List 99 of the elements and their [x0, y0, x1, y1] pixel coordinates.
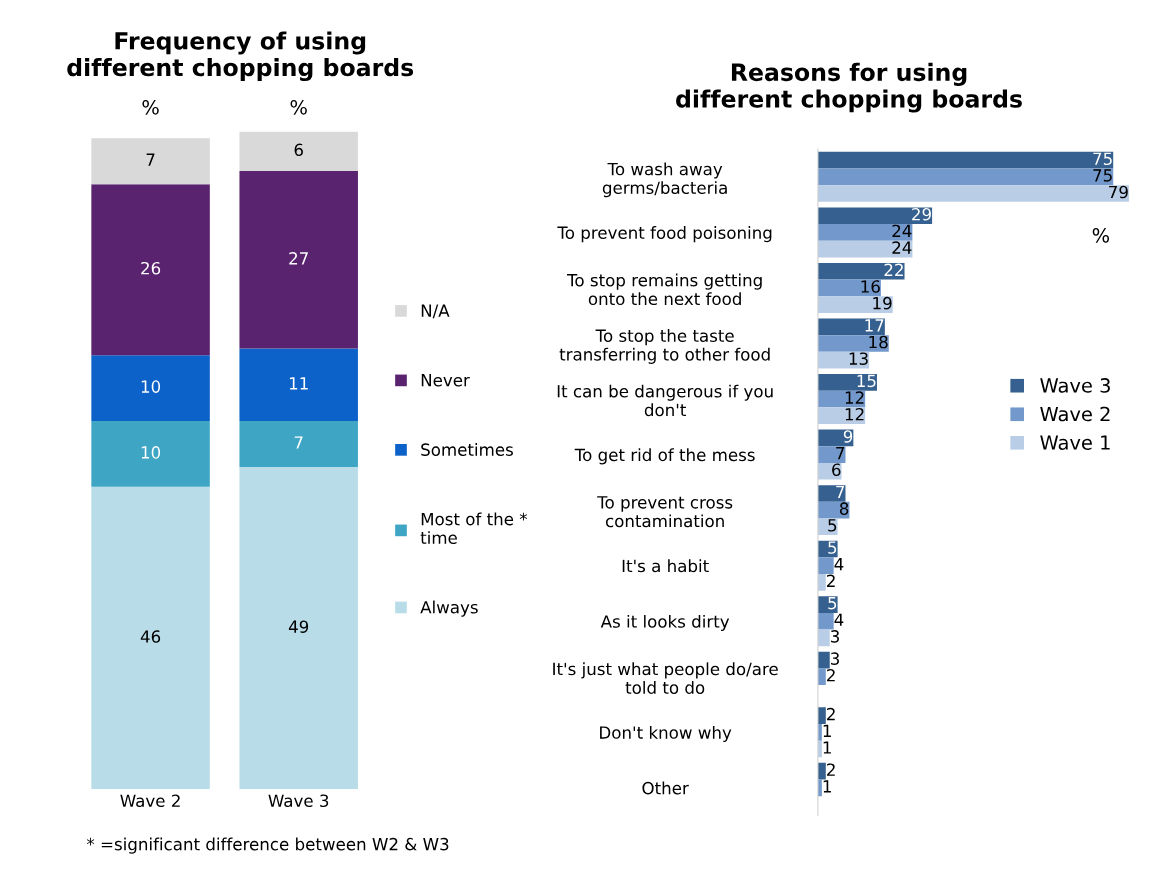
bar — [239, 131, 358, 172]
y-tick-label: To prevent food poisoning — [557, 226, 772, 243]
bar — [817, 185, 1129, 202]
data-label: 29 — [912, 207, 931, 221]
data-label: 12 — [845, 391, 864, 404]
y-tick-label: To prevent cross contamination — [597, 496, 733, 528]
data-label: 16 — [861, 280, 880, 293]
chart-title: Frequency of using different chopping boards — [67, 31, 414, 82]
legend-label: Never — [421, 374, 470, 387]
data-label: 1 — [823, 741, 831, 754]
data-label: 15 — [857, 374, 876, 388]
bar — [817, 207, 933, 225]
data-label: 75 — [1093, 152, 1112, 166]
data-label: 75 — [1093, 169, 1112, 182]
data-label: 19 — [873, 296, 892, 310]
text: % — [142, 99, 159, 115]
legend-label: N/A — [421, 304, 450, 319]
y-tick-label: To wash away germs/bacteria — [602, 162, 727, 198]
bar — [817, 224, 913, 241]
y-tick-label: To get rid of the mess — [574, 448, 755, 465]
data-label: 3 — [831, 630, 839, 643]
text: * =significant difference between W2 & W3 — [86, 837, 449, 854]
data-label: 4 — [834, 613, 844, 626]
data-label: 2 — [827, 763, 835, 776]
data-label: 7 — [836, 447, 845, 460]
data-label: 5 — [828, 541, 837, 554]
bar — [91, 138, 210, 185]
legend-label: Wave 2 — [1040, 406, 1110, 422]
bar — [91, 184, 210, 356]
data-label: 46 — [140, 630, 161, 643]
bar — [239, 171, 358, 349]
bar — [817, 335, 889, 352]
data-label: 7 — [294, 436, 303, 449]
bar — [817, 374, 877, 391]
data-label: 11 — [289, 377, 308, 390]
chart-title: Reasons for using different chopping boards — [676, 62, 1022, 113]
bar — [91, 420, 210, 487]
bar — [817, 574, 826, 591]
bar — [817, 407, 866, 425]
bar — [817, 151, 1114, 169]
data-label: 10 — [141, 380, 161, 393]
data-label: 10 — [141, 446, 161, 459]
bar — [817, 668, 826, 686]
legend-label: Sometimes — [421, 443, 513, 456]
data-label: 1 — [823, 780, 831, 793]
bar — [239, 467, 358, 790]
data-label: 7 — [836, 485, 845, 499]
bar — [239, 420, 358, 467]
data-label: 24 — [892, 241, 912, 254]
legend-label: Wave 3 — [1040, 378, 1110, 393]
bar — [91, 486, 210, 790]
y-tick-label: To stop remains getting onto the next food — [567, 273, 762, 306]
text: % — [290, 99, 307, 115]
bar — [817, 446, 846, 463]
data-label: 6 — [294, 143, 303, 157]
data-label: 12 — [845, 407, 864, 421]
data-label: 27 — [289, 252, 308, 265]
data-label: 26 — [141, 261, 161, 275]
y-tick-label: As it looks dirty — [600, 614, 730, 632]
data-label: 24 — [892, 224, 912, 237]
bar — [817, 296, 893, 313]
data-label: 5 — [828, 519, 837, 532]
y-tick-label: It's just what people do/are told to do — [553, 662, 778, 694]
y-tick-label: Other — [642, 781, 689, 795]
data-label: 7 — [146, 153, 155, 166]
data-label: 18 — [869, 335, 888, 349]
bar — [817, 557, 834, 574]
legend-label: Wave 1 — [1040, 435, 1110, 450]
y-tick-label: It's a habit — [622, 559, 709, 573]
data-label: 3 — [831, 652, 839, 665]
data-label: 6 — [832, 463, 841, 477]
data-label: 79 — [1109, 185, 1128, 199]
data-label: 8 — [839, 502, 849, 515]
data-label: 2 — [827, 668, 835, 682]
data-label: 5 — [828, 596, 837, 610]
annotation: % — [1092, 227, 1110, 243]
bar — [817, 485, 846, 502]
bar — [817, 168, 1114, 186]
bar — [817, 612, 834, 630]
bar — [817, 707, 826, 724]
data-label: 4 — [834, 558, 844, 571]
y-tick-label: It can be dangerous if you don't — [557, 384, 773, 417]
data-label: 2 — [827, 707, 835, 721]
bar — [817, 318, 885, 336]
legend-label: Most of the * time — [420, 512, 528, 545]
data-label: 2 — [827, 574, 835, 587]
data-label: 17 — [865, 319, 884, 332]
legend-label: Always — [420, 600, 478, 617]
data-label: 49 — [288, 620, 309, 633]
bar — [817, 262, 905, 280]
data-label: 22 — [884, 263, 903, 276]
data-label: 9 — [843, 430, 853, 443]
y-tick-label: Don't know why — [600, 725, 732, 743]
bar — [817, 762, 826, 780]
data-label: 1 — [823, 724, 831, 737]
bar — [239, 348, 358, 421]
y-tick-label: To stop the taste transferring to other food — [559, 329, 770, 364]
bar — [91, 355, 210, 421]
data-label: 13 — [849, 352, 868, 365]
